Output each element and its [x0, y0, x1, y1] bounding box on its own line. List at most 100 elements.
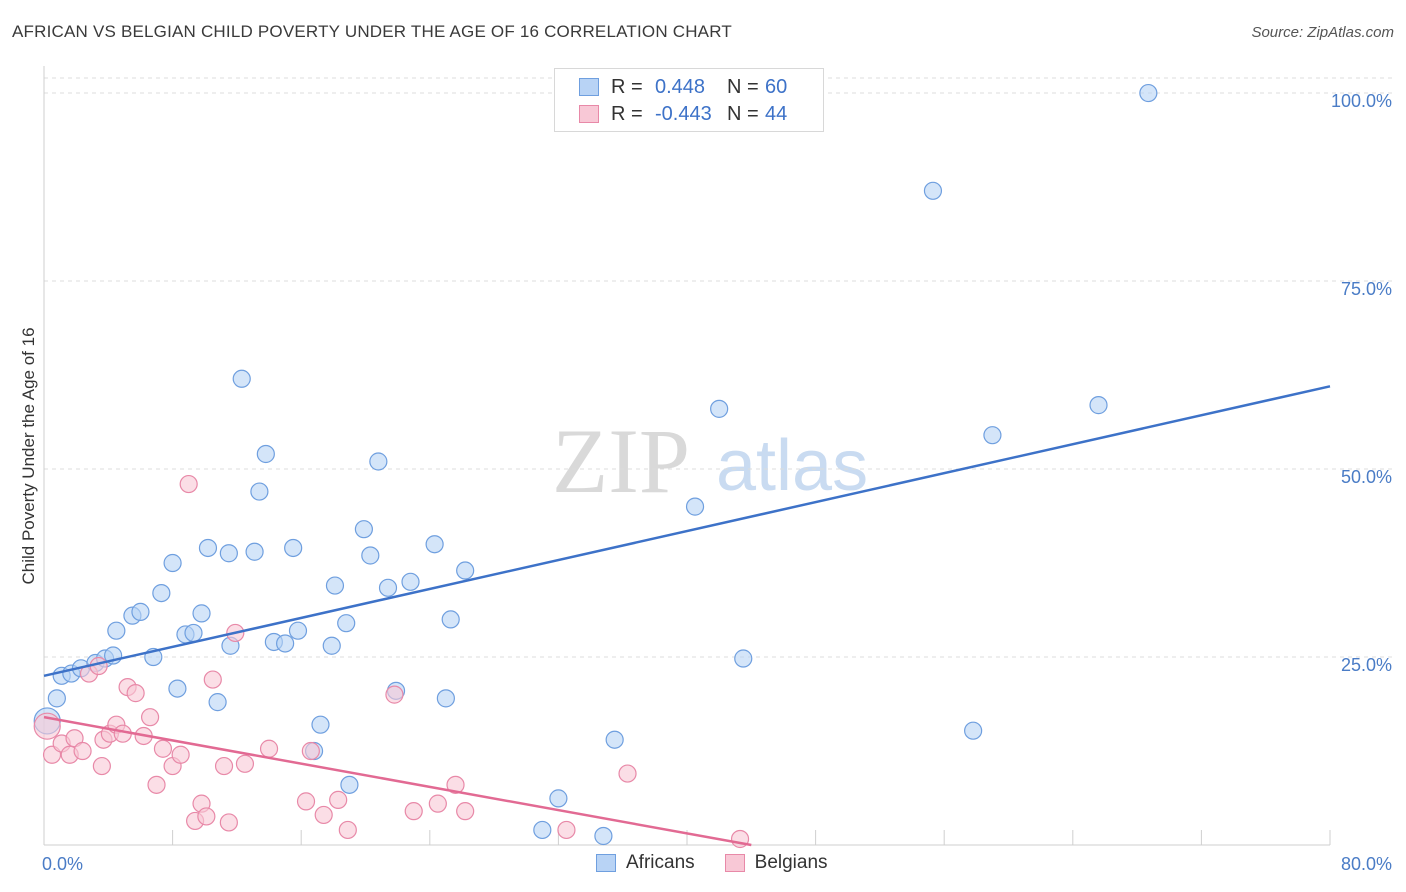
- point-belgians: [214, 756, 234, 776]
- point-africans: [311, 715, 330, 734]
- point-belgians: [147, 775, 166, 794]
- point-africans: [361, 546, 380, 565]
- point-africans: [354, 520, 373, 539]
- point-belgians: [385, 685, 404, 704]
- point-belgians: [557, 820, 576, 840]
- point-belgians: [219, 813, 238, 832]
- legend-label-africans: Africans: [626, 852, 695, 873]
- point-africans: [107, 621, 126, 640]
- point-belgians: [126, 684, 145, 703]
- legend-r-label: R =: [611, 102, 643, 125]
- point-africans: [340, 775, 359, 794]
- point-belgians: [301, 741, 320, 761]
- legend-label-belgians: Belgians: [754, 852, 828, 873]
- point-belgians: [92, 756, 111, 776]
- legend-swatch-belgians: [579, 105, 599, 123]
- chart-source: Source: ZipAtlas.com: [1251, 24, 1394, 41]
- point-africans: [923, 181, 943, 200]
- point-belgians: [296, 792, 316, 811]
- point-africans: [152, 583, 171, 603]
- stats-legend: R = 0.448 N = 60 R = -0.443 N = 44: [554, 68, 824, 132]
- point-belgians: [235, 754, 255, 773]
- point-africans: [594, 826, 613, 846]
- legend-r-value: 0.448: [655, 75, 706, 98]
- point-africans: [163, 553, 182, 573]
- x-tick-labels: 0.0% 80.0%: [42, 854, 1392, 874]
- y-axis-label: Child Poverty Under the Age of 16: [19, 327, 38, 584]
- legend-r-value: -0.443: [655, 102, 712, 125]
- legend-n-label: N =: [727, 75, 759, 98]
- legend-n-value: 60: [765, 75, 788, 98]
- point-belgians: [203, 670, 222, 689]
- trendline-africans: [43, 385, 1331, 678]
- point-africans: [168, 679, 187, 698]
- point-africans: [605, 730, 624, 749]
- point-africans: [325, 576, 345, 595]
- legend-n-label: N =: [727, 102, 759, 125]
- point-africans: [369, 452, 388, 471]
- point-africans: [734, 649, 753, 668]
- point-africans: [208, 693, 227, 712]
- y-tick-label: 100.0%: [1331, 91, 1392, 111]
- y-tick-label: 25.0%: [1341, 655, 1392, 675]
- point-africans: [250, 482, 269, 501]
- watermark-atlas: atlas: [716, 426, 868, 506]
- point-belgians: [197, 807, 216, 826]
- point-belgians: [171, 745, 190, 764]
- point-belgians: [314, 805, 333, 825]
- gridlines: [44, 77, 1392, 658]
- point-africans: [685, 497, 705, 516]
- trendline-belgians: [43, 715, 752, 847]
- point-africans: [131, 602, 150, 621]
- point-africans: [983, 426, 1002, 445]
- point-africans: [378, 578, 398, 597]
- point-africans: [232, 369, 251, 388]
- watermark-zip: ZIP: [552, 410, 690, 512]
- point-africans: [284, 538, 303, 558]
- point-belgians: [140, 708, 160, 727]
- point-africans: [1139, 83, 1158, 103]
- trend-lines: [43, 385, 1331, 847]
- point-africans: [184, 623, 203, 643]
- point-africans: [425, 535, 444, 554]
- y-tick-label: 50.0%: [1341, 467, 1392, 487]
- point-belgians: [404, 802, 423, 821]
- point-africans: [322, 636, 341, 655]
- point-belgians: [446, 775, 465, 794]
- point-belgians: [179, 474, 198, 494]
- point-africans: [1089, 396, 1108, 415]
- legend-item-belgians[interactable]: Belgians: [724, 852, 828, 874]
- chart-title: AFRICAN VS BELGIAN CHILD POVERTY UNDER T…: [12, 22, 732, 41]
- y-tick-label: 75.0%: [1341, 279, 1392, 299]
- point-africans: [401, 572, 420, 591]
- point-africans: [337, 614, 356, 633]
- point-belgians: [618, 764, 637, 783]
- point-africans: [198, 538, 218, 558]
- point-africans: [964, 721, 983, 740]
- point-belgians: [73, 741, 92, 761]
- watermark: ZIP atlas: [552, 410, 868, 512]
- x-tick-label: 0.0%: [42, 854, 83, 874]
- point-belgians: [329, 790, 348, 809]
- legend-r-label: R =: [611, 75, 643, 98]
- point-belgians: [338, 820, 357, 840]
- legend-item-africans[interactable]: Africans: [596, 852, 695, 874]
- legend-row-africans: R = 0.448 N = 60: [579, 74, 787, 100]
- point-africans: [245, 542, 264, 561]
- legend-swatch-africans: [596, 854, 616, 872]
- point-africans: [456, 561, 475, 580]
- point-belgians: [428, 794, 447, 813]
- legend-swatch-belgians: [724, 854, 745, 872]
- legend-n-value: 44: [765, 102, 788, 125]
- point-africans: [441, 610, 460, 629]
- point-africans: [533, 820, 552, 840]
- point-africans: [256, 444, 275, 464]
- point-africans: [436, 689, 455, 708]
- y-tick-labels: 25.0% 50.0% 75.0% 100.0%: [1331, 91, 1392, 675]
- point-belgians: [65, 729, 84, 748]
- point-africans: [219, 544, 238, 563]
- point-africans: [710, 399, 729, 418]
- point-belgians: [259, 739, 279, 758]
- legend-swatch-africans: [579, 78, 599, 96]
